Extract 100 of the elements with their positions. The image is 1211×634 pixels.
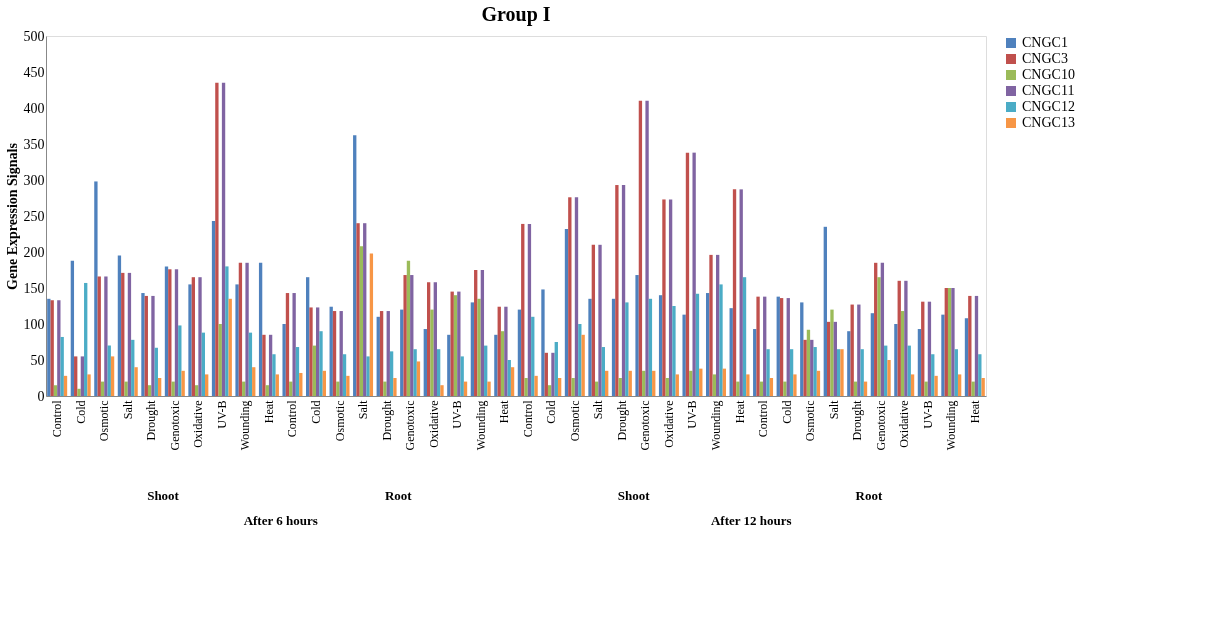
bar: [353, 135, 357, 396]
y-tick-label: 150: [23, 280, 45, 296]
text: After 12 hours: [710, 513, 792, 528]
bar: [87, 374, 91, 396]
x-tick-label: Osmotic: [332, 400, 347, 442]
bar: [127, 272, 132, 396]
bar: [426, 282, 431, 396]
bar: [110, 356, 115, 396]
bar: [880, 262, 885, 396]
bar: [191, 277, 196, 396]
bar: [117, 255, 122, 396]
bar: [588, 298, 592, 396]
bar: [292, 293, 296, 396]
legend-label: CNGC1: [1022, 35, 1068, 50]
x-tick-label: Control: [520, 399, 535, 438]
legend-label: CNGC13: [1022, 115, 1075, 130]
bar: [383, 381, 387, 396]
bar: [70, 260, 75, 396]
bar: [188, 284, 192, 396]
bar: [709, 254, 713, 396]
x-tick-label: Osmotic: [97, 400, 112, 442]
bar: [931, 354, 935, 396]
bar: [470, 302, 475, 396]
bar: [826, 321, 831, 396]
bar: [917, 329, 922, 396]
bar: [611, 298, 616, 396]
bar: [769, 378, 774, 396]
bar: [968, 295, 972, 396]
bar: [282, 324, 286, 396]
bar: [924, 381, 928, 396]
bar: [813, 347, 817, 396]
bar: [635, 275, 639, 396]
bar: [436, 349, 441, 396]
bar: [564, 228, 569, 396]
bar: [675, 374, 679, 396]
bar: [285, 293, 290, 396]
bar: [97, 276, 101, 396]
x-tick-label: Drought: [379, 399, 394, 441]
bar: [877, 277, 881, 396]
x-tick-label: Oxidative: [661, 400, 676, 448]
y-tick-label: 0: [37, 388, 45, 404]
bar: [779, 298, 784, 396]
bar: [215, 82, 219, 396]
bar: [776, 296, 780, 396]
x-tick-label: Osmotic: [567, 400, 582, 442]
bar: [171, 381, 175, 396]
bar: [753, 329, 757, 396]
x-tick-label: Genotoxic: [403, 400, 418, 451]
bar: [272, 354, 276, 396]
bar: [181, 370, 185, 396]
bar: [460, 356, 464, 396]
x-tick-label: Salt: [120, 399, 135, 420]
bar: [870, 313, 875, 396]
bar: [742, 277, 747, 396]
bar: [198, 277, 202, 396]
bar: [400, 309, 404, 396]
bar: [474, 270, 478, 396]
bar: [235, 284, 239, 396]
bar: [433, 282, 437, 396]
bar: [803, 339, 807, 396]
bar: [739, 189, 743, 396]
bar: [430, 309, 434, 396]
y-tick-label: 50: [30, 352, 45, 368]
bar: [157, 378, 162, 396]
bar: [521, 223, 525, 396]
bar: [134, 367, 138, 396]
bar: [369, 253, 374, 396]
y-tick-label: 250: [23, 208, 45, 224]
bar: [910, 374, 915, 396]
bar: [124, 381, 128, 396]
bar: [268, 334, 273, 396]
bar: [887, 360, 891, 396]
bar: [218, 324, 222, 396]
bar: [806, 329, 811, 396]
bar: [981, 378, 985, 396]
x-tick-label: Genotoxic: [638, 400, 653, 451]
x-tick-label: Oxidative: [426, 400, 441, 448]
bar: [531, 316, 535, 396]
x-tick-label: Heat: [967, 399, 982, 424]
bar: [544, 352, 548, 396]
x-tick-label: Salt: [356, 399, 371, 420]
bar: [201, 332, 206, 396]
bar: [658, 295, 663, 396]
bar: [480, 270, 485, 396]
bar: [971, 381, 975, 396]
bar: [668, 199, 673, 396]
bar: [766, 349, 770, 396]
bar: [850, 304, 854, 396]
x-tick-label: Salt: [826, 399, 841, 420]
bar: [131, 339, 135, 396]
x-tick-label: Drought: [850, 399, 865, 441]
bar: [692, 152, 696, 396]
x-tick-label: Salt: [591, 399, 606, 420]
bar: [423, 329, 427, 396]
bar: [60, 336, 64, 396]
bar: [763, 296, 767, 396]
bar: [557, 378, 562, 396]
bar: [927, 301, 932, 396]
bar: [944, 288, 948, 396]
bar: [746, 374, 750, 396]
